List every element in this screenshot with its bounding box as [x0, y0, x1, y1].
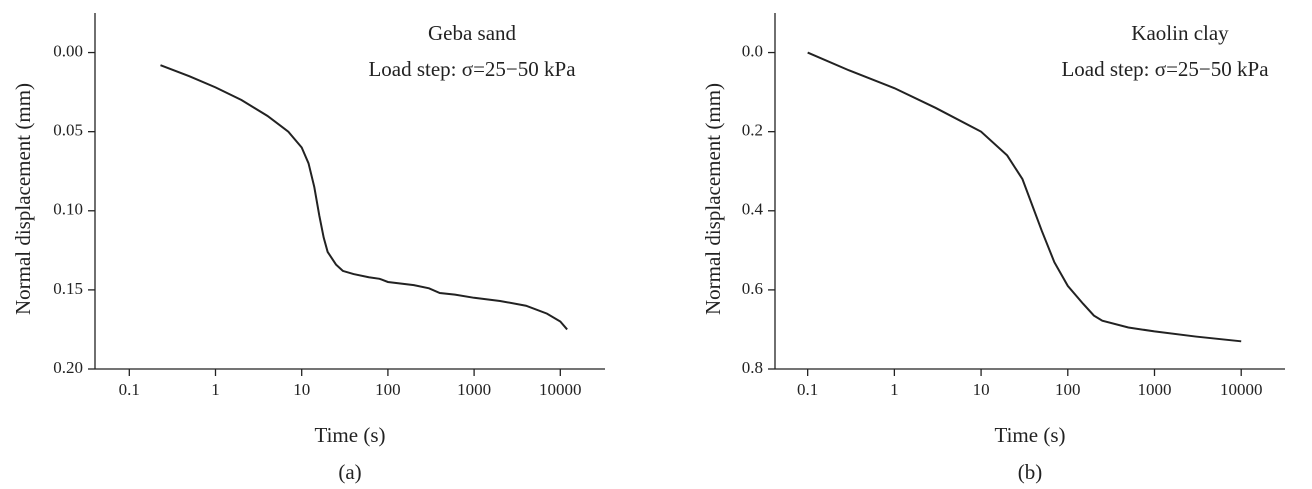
y-tick-label: 0.6	[742, 279, 763, 298]
caption: (b)	[1018, 460, 1043, 484]
y-tick-label: 0.05	[53, 121, 83, 140]
y-tick-label: 0.2	[742, 121, 763, 140]
chart-title: Kaolin clay	[1131, 21, 1229, 45]
x-tick-label: 1	[890, 380, 899, 399]
caption: (a)	[338, 460, 361, 484]
annotation: Load step: σ=25−50 kPa	[1061, 57, 1269, 81]
y-tick-label: 0.00	[53, 41, 83, 60]
annotation: Load step: σ=25−50 kPa	[368, 57, 576, 81]
y-tick-label: 0.15	[53, 279, 83, 298]
x-tick-label: 100	[1055, 380, 1081, 399]
y-tick-label: 0.20	[53, 358, 83, 377]
x-tick-label: 0.1	[797, 380, 818, 399]
y-tick-label: 0.4	[742, 200, 764, 219]
x-tick-label: 10000	[539, 380, 582, 399]
chart-title: Geba sand	[428, 21, 517, 45]
y-tick-label: 0.10	[53, 200, 83, 219]
y-tick-label: 0.0	[742, 41, 763, 60]
x-tick-label: 10	[293, 380, 310, 399]
data-line	[160, 64, 568, 331]
x-tick-label: 1000	[457, 380, 491, 399]
x-tick-label: 100	[375, 380, 401, 399]
x-tick-label: 1	[211, 380, 220, 399]
x-axis-label: Time (s)	[995, 423, 1066, 447]
x-tick-label: 10	[973, 380, 990, 399]
y-tick-label: 0.8	[742, 358, 763, 377]
x-tick-label: 0.1	[119, 380, 140, 399]
y-axis-label: Normal displacement (mm)	[701, 83, 725, 315]
x-tick-label: 10000	[1220, 380, 1263, 399]
x-axis-label: Time (s)	[315, 423, 386, 447]
data-line	[807, 51, 1242, 343]
y-axis-label: Normal displacement (mm)	[11, 83, 35, 315]
x-tick-label: 1000	[1137, 380, 1171, 399]
